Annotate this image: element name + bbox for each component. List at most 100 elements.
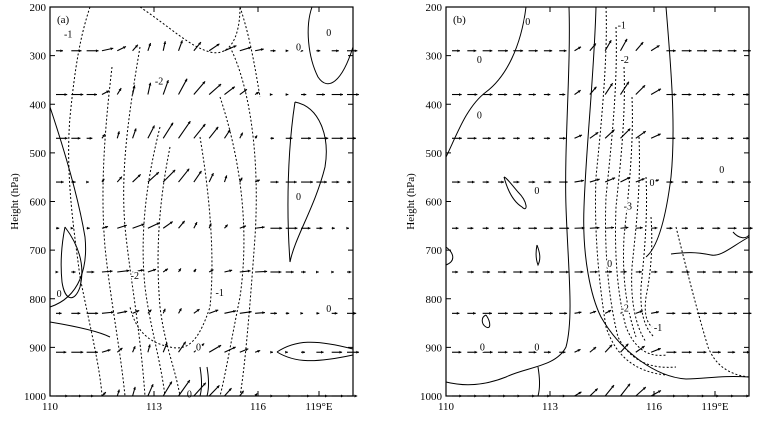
contour-line-zero	[646, 7, 673, 257]
wind-vector-head	[487, 271, 490, 274]
wind-vector-head	[564, 312, 567, 315]
x-tick-label: 116	[250, 401, 267, 413]
wind-vector-head	[689, 351, 692, 354]
x-tick-label: 119°E	[701, 401, 728, 413]
contour-line-zero	[538, 367, 540, 396]
wind-vector-head	[581, 271, 584, 274]
contour-label: 0	[187, 389, 192, 400]
wind-vector-head	[535, 49, 538, 52]
contour-label: -1	[216, 288, 224, 299]
contour-label: 0	[534, 343, 539, 354]
wind-vector-head	[687, 137, 690, 140]
wind-vector-head	[65, 93, 68, 96]
wind-vector-head	[566, 271, 569, 274]
contour-line-zero	[536, 245, 540, 265]
wind-vector-head	[689, 49, 692, 52]
wind-vector-head	[505, 312, 508, 315]
wind-vector-head	[732, 181, 735, 184]
wind-vector	[163, 123, 173, 139]
x-tick-label: 113	[146, 401, 163, 413]
wind-vector-head	[270, 351, 273, 354]
wind-vector-head	[318, 49, 321, 52]
contour-label: -2	[155, 77, 163, 88]
wind-vector-head	[520, 271, 523, 274]
wind-vector-head	[60, 49, 63, 52]
wind-vector-head	[456, 227, 459, 230]
wind-vector-head	[673, 49, 676, 52]
y-axis-title: Height (hPa)	[405, 173, 417, 230]
wind-vector-head	[455, 271, 458, 274]
wind-vector-head	[704, 312, 707, 315]
contour-label: -1	[618, 21, 626, 32]
wind-vector-head	[81, 351, 84, 354]
wind-vector-head	[490, 93, 493, 96]
wind-vector-head	[337, 181, 340, 184]
wind-vector-head	[550, 49, 553, 52]
y-tick-label: 900	[426, 342, 443, 354]
wind-vectors	[56, 40, 359, 397]
wind-vector-head	[270, 93, 273, 96]
wind-vector-head	[486, 181, 489, 184]
wind-vector-head	[673, 312, 676, 315]
contour-line-negative	[140, 7, 240, 53]
wind-vector-head	[486, 227, 489, 230]
wind-vector-head	[459, 351, 462, 354]
wind-vector-head	[71, 227, 74, 230]
wind-vector-head	[472, 181, 475, 184]
plot-frame	[50, 7, 353, 396]
contour-label: 0	[480, 343, 485, 354]
y-tick-label: 900	[30, 342, 47, 354]
contour-label: 0	[296, 43, 301, 54]
contour-line-zero	[61, 227, 82, 298]
wind-vector-head	[655, 270, 658, 273]
wind-vector-head	[670, 227, 673, 230]
wind-vector-head	[335, 312, 338, 315]
wind-vector-head	[735, 271, 738, 274]
wind-vector-head	[547, 137, 550, 140]
wind-vector-head	[505, 351, 508, 354]
contour-label: 0	[296, 192, 301, 203]
wind-vector-head	[341, 137, 344, 140]
wind-vector-head	[533, 93, 536, 96]
contour-label: 0	[607, 259, 612, 270]
y-tick-label: 800	[30, 294, 47, 306]
contour-label: -2	[131, 271, 139, 282]
y-tick-label: 500	[30, 148, 47, 160]
wind-vector-head	[505, 93, 508, 96]
contour-line-negative	[632, 137, 646, 342]
contour-line-negative	[595, 7, 666, 375]
wind-vector-head	[354, 312, 357, 315]
wind-vector-head	[310, 181, 313, 184]
wind-vector-head	[473, 312, 476, 315]
wind-vector-head	[534, 227, 537, 230]
wind-vector-head	[550, 312, 553, 315]
contour-label: 0	[196, 343, 201, 354]
x-tick-label: 119°E	[305, 401, 332, 413]
y-tick-label: 400	[30, 99, 47, 111]
wind-vector-head	[719, 271, 722, 274]
wind-vector-head	[533, 181, 536, 184]
wind-vector-head	[563, 137, 566, 140]
wind-vector-head	[732, 93, 735, 96]
y-tick-label: 400	[426, 99, 443, 111]
wind-vector-head	[349, 181, 352, 184]
contour-line-negative	[230, 47, 256, 396]
wind-vector-head	[304, 93, 307, 96]
contour-line-negative	[220, 97, 244, 396]
y-tick-label: 600	[426, 197, 443, 209]
wind-vector-head	[551, 227, 554, 230]
contour-line-zero	[482, 315, 490, 328]
contour-line-negative	[69, 7, 102, 396]
wind-vector-head	[110, 270, 113, 273]
wind-vector-head	[59, 312, 62, 315]
wind-vector-head	[734, 49, 737, 52]
contour-line-zero	[277, 352, 353, 361]
wind-vector-head	[732, 351, 735, 354]
wind-vector-head	[655, 227, 658, 230]
wind-vector-head	[95, 312, 98, 315]
wind-vector-head	[355, 49, 358, 52]
contour-line-zero	[733, 232, 749, 238]
wind-vector-head	[595, 270, 598, 273]
